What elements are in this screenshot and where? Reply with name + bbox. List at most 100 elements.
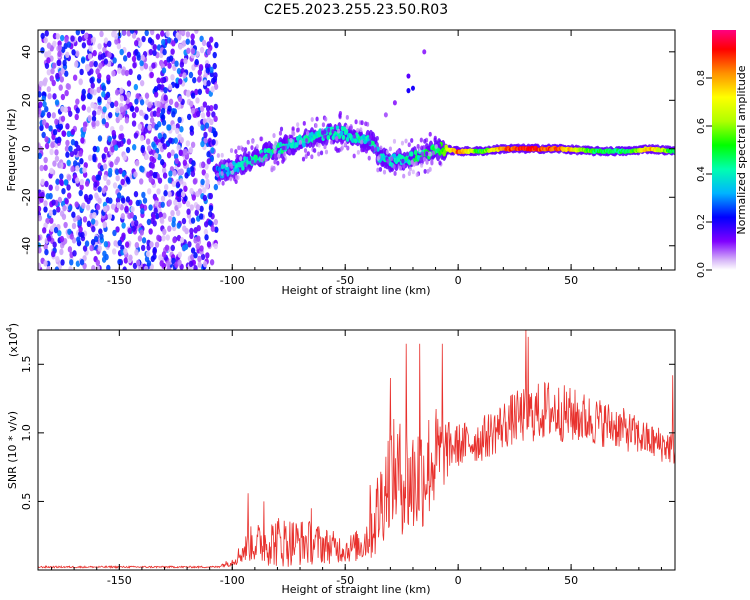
ridge-spread xyxy=(323,144,327,150)
noise-blob xyxy=(89,244,94,252)
noise-blob xyxy=(133,83,139,91)
noise-blob xyxy=(65,51,70,59)
noise-blob xyxy=(90,239,96,246)
noise-blob xyxy=(182,159,188,166)
noise-blob xyxy=(188,71,194,79)
noise-blob xyxy=(40,191,45,199)
noise-blob xyxy=(44,180,49,188)
ridge-spread xyxy=(324,149,329,155)
ridge-point xyxy=(331,134,336,141)
noise-blob xyxy=(46,57,51,64)
noise-blob xyxy=(91,115,97,122)
noise-blob xyxy=(97,245,102,252)
ridge-spread xyxy=(426,169,430,174)
noise-blob xyxy=(205,178,210,186)
spectrogram-y-tick-label: -40 xyxy=(20,237,33,255)
noise-blob xyxy=(57,229,62,237)
ridge-spread xyxy=(345,114,349,120)
noise-blob xyxy=(177,116,182,124)
noise-blob xyxy=(186,47,191,54)
ridge-point xyxy=(222,168,227,175)
colorbar-tick-label: 0.4 xyxy=(696,166,707,182)
noise-blob xyxy=(189,125,194,132)
noise-blob xyxy=(162,228,167,236)
noise-blob xyxy=(185,140,191,147)
spectrogram-y-label: Frequency (Hz) xyxy=(5,109,18,192)
noise-blob xyxy=(100,53,105,60)
ridge-spread xyxy=(378,166,383,172)
noise-blob xyxy=(92,211,97,219)
noise-blob xyxy=(87,115,92,122)
noise-blob xyxy=(40,178,45,186)
snr-frame xyxy=(37,329,676,571)
noise-blob xyxy=(57,50,62,58)
noise-blob xyxy=(201,169,206,176)
outlier-point xyxy=(406,88,411,94)
noise-blob xyxy=(165,234,170,241)
noise-blob xyxy=(41,95,46,102)
noise-blob xyxy=(128,254,133,261)
noise-blob xyxy=(120,213,126,220)
noise-blob xyxy=(79,184,84,191)
ridge-point xyxy=(339,130,344,136)
noise-blob xyxy=(77,219,82,227)
noise-blob xyxy=(43,243,48,251)
noise-blob xyxy=(202,194,208,202)
noise-blob xyxy=(140,146,145,154)
outlier-point xyxy=(383,112,388,118)
noise-blob xyxy=(80,137,85,144)
noise-blob xyxy=(139,229,144,236)
ridge-spread xyxy=(410,138,414,143)
spectrogram-y-tick-label: 20 xyxy=(20,93,33,107)
noise-blob xyxy=(201,39,207,47)
noise-blob xyxy=(190,33,195,40)
noise-blob xyxy=(72,250,77,257)
spectrogram-x-tick-label: -100 xyxy=(220,274,245,287)
ridge-spread xyxy=(246,139,250,145)
noise-blob xyxy=(213,115,218,123)
ridge-spread xyxy=(392,164,396,169)
snr-x-tick-label: 50 xyxy=(564,574,578,587)
noise-blob xyxy=(171,220,176,228)
noise-blob xyxy=(212,62,217,70)
ridge-spread xyxy=(247,151,251,156)
ridge-spread xyxy=(304,138,309,143)
noise-blob xyxy=(160,195,166,202)
noise-blob xyxy=(103,146,109,153)
spectrogram-panel: -150 -100 -50 0 50 -40 -20 0 20 40 Height of stra… xyxy=(5,29,676,297)
noise-blob xyxy=(50,141,55,149)
noise-blob xyxy=(200,112,206,119)
ridge-spread xyxy=(356,150,360,155)
noise-blob xyxy=(83,193,89,201)
noise-blob xyxy=(59,235,65,243)
noise-blob xyxy=(196,235,201,242)
noise-blob xyxy=(75,98,80,105)
noise-blob xyxy=(101,187,107,194)
noise-blob xyxy=(86,92,92,100)
noise-blob xyxy=(174,101,179,108)
noise-blob xyxy=(91,175,96,182)
noise-blob xyxy=(38,247,42,254)
noise-blob xyxy=(96,174,102,181)
ridge-spread xyxy=(285,138,289,144)
noise-blob xyxy=(202,187,207,194)
ridge-spread xyxy=(239,156,243,161)
noise-blob xyxy=(160,77,165,84)
ridge-spread xyxy=(247,156,252,162)
noise-blob xyxy=(61,213,67,220)
noise-blob xyxy=(138,178,144,185)
noise-blob xyxy=(175,209,181,217)
noise-blob xyxy=(183,57,188,65)
noise-blob xyxy=(168,83,173,91)
ridge-point xyxy=(235,167,240,173)
noise-blob xyxy=(108,111,113,119)
spectrogram-x-tick-label: 0 xyxy=(455,274,462,287)
noise-blob xyxy=(153,152,159,159)
noise-blob xyxy=(124,117,130,124)
noise-blob xyxy=(172,236,177,244)
noise-blob xyxy=(214,226,219,233)
ridge-point xyxy=(409,151,414,157)
noise-blob xyxy=(71,222,77,230)
noise-blob xyxy=(119,48,124,56)
noise-blob xyxy=(121,69,126,76)
